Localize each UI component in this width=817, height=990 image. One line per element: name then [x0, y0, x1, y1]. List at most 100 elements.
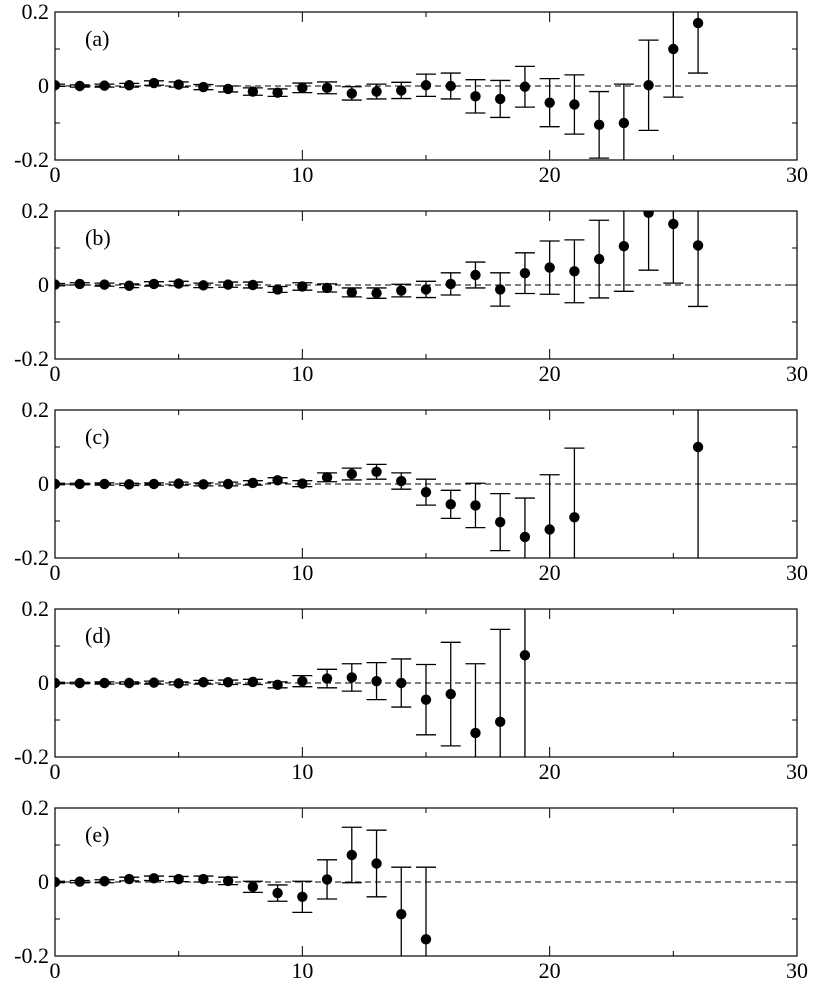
panel-d-xtick-label: 0: [50, 759, 61, 784]
data-point: [55, 80, 61, 91]
panel-a-xtick-label: 30: [786, 162, 808, 187]
data-point: [321, 472, 333, 483]
panel-e-xtick-label: 10: [291, 958, 313, 983]
data-point: [222, 875, 234, 887]
data-point: [99, 478, 110, 490]
panel-a-label: (a): [85, 26, 109, 51]
data-point: [643, 211, 654, 219]
data-point: [321, 673, 333, 684]
panel-b-ytick-label: 0: [38, 272, 49, 297]
data-point: [321, 82, 333, 94]
data-point: [74, 478, 85, 490]
data-point: [148, 677, 160, 688]
data-point: [569, 266, 580, 277]
data-point: [346, 672, 357, 683]
data-point: [470, 269, 481, 281]
data-point: [346, 849, 357, 861]
data-point: [420, 284, 432, 295]
panel-e: 0 10 20 30-0.200.2(e): [14, 795, 808, 983]
panel-b: 0 10 20 30-0.200.2(b): [14, 198, 808, 386]
data-point: [297, 478, 308, 489]
data-point: [148, 77, 160, 89]
panel-d: 0 10 20 30-0.200.2(d): [14, 596, 808, 784]
panel-b-ytick-label: 0.2: [22, 198, 50, 223]
panel-a-xtick-label: 10: [291, 162, 313, 187]
data-point: [99, 876, 110, 887]
panel-e-xtick-label: 30: [786, 958, 808, 983]
panel-e-xtick-label: 20: [539, 958, 561, 983]
panel-c-xtick-label: 0: [50, 560, 61, 585]
panel-a-ytick-label: 0.2: [22, 0, 50, 24]
data-point: [668, 218, 679, 230]
data-point: [173, 79, 184, 90]
panel-a-series: [55, 12, 709, 160]
data-point: [124, 479, 135, 490]
data-point: [247, 881, 259, 893]
panel-b-xtick-label: 20: [539, 361, 561, 386]
data-point: [222, 677, 234, 688]
data-point: [445, 688, 456, 700]
data-point: [519, 267, 531, 279]
data-point: [74, 278, 85, 290]
panel-d-ytick-label: -0.2: [14, 744, 49, 769]
data-point: [148, 873, 160, 884]
data-point: [420, 934, 432, 945]
panel-d-ytick-label: 0: [38, 670, 49, 695]
data-point: [346, 287, 357, 298]
data-point: [396, 908, 407, 920]
data-point: [198, 479, 209, 490]
panel-a-xtick-label: 20: [539, 162, 561, 187]
data-point: [445, 80, 456, 92]
data-point: [247, 279, 259, 291]
data-point: [198, 677, 209, 688]
data-point: [618, 117, 630, 129]
data-point: [198, 873, 209, 885]
data-point: [569, 99, 580, 110]
panel-d-ytick-label: 0.2: [22, 596, 50, 621]
data-point: [198, 280, 209, 291]
data-point: [495, 93, 506, 105]
data-point: [297, 281, 308, 292]
data-point: [396, 475, 407, 487]
data-point: [544, 524, 555, 535]
data-point: [396, 285, 407, 296]
data-point: [519, 650, 531, 661]
panel-b-xtick-label: 0: [50, 361, 61, 386]
data-point: [692, 441, 704, 453]
data-point: [321, 282, 333, 294]
data-point: [692, 17, 704, 29]
data-point: [445, 499, 456, 510]
panel-b-xtick-label: 10: [291, 361, 313, 386]
panel-c-series: [55, 410, 704, 558]
data-point: [371, 858, 382, 869]
data-point: [148, 278, 160, 290]
data-point: [55, 677, 61, 689]
panel-e-ytick-label: 0.2: [22, 795, 50, 820]
panel-a-ytick-label: -0.2: [14, 147, 49, 172]
data-point: [618, 240, 630, 252]
data-point: [198, 81, 209, 93]
data-point: [124, 80, 135, 91]
panel-c-xtick-label: 20: [539, 560, 561, 585]
data-point: [519, 81, 531, 92]
data-point: [124, 677, 135, 689]
panel-c-label: (c): [85, 424, 109, 449]
data-point: [74, 677, 85, 689]
data-point: [593, 119, 605, 131]
data-point: [593, 253, 605, 265]
panel-e-ytick-label: -0.2: [14, 943, 49, 968]
data-point: [692, 240, 704, 251]
data-point: [569, 512, 580, 523]
panel-a-ytick-label: 0: [38, 73, 49, 98]
data-point: [371, 466, 382, 477]
data-point: [420, 694, 432, 705]
panel-c-xtick-label: 10: [291, 560, 313, 585]
data-point: [173, 873, 184, 885]
data-point: [173, 678, 184, 689]
data-point: [346, 88, 357, 99]
data-point: [371, 675, 382, 687]
data-point: [495, 284, 506, 295]
panel-a-xtick-label: 0: [50, 162, 61, 187]
data-point: [420, 486, 432, 498]
